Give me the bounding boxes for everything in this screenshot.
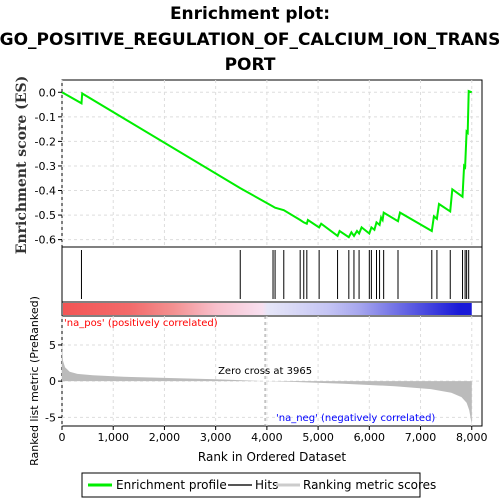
es-y-ticks: 0.0 -0.1 -0.2 -0.3 -0.4 -0.5 -0.6 bbox=[35, 86, 62, 246]
hits-panel-frame bbox=[62, 247, 482, 302]
x-tick-label: 6,000 bbox=[354, 431, 386, 444]
x-tick-label: 0 bbox=[59, 431, 66, 444]
rank-colorbar bbox=[63, 303, 472, 315]
es-y-tick-label: -0.3 bbox=[35, 160, 56, 173]
x-tick-label: 2,000 bbox=[149, 431, 181, 444]
x-tick-label: 7,000 bbox=[405, 431, 437, 444]
es-y-tick-label: -0.4 bbox=[35, 185, 56, 198]
es-y-tick-label: -0.1 bbox=[35, 111, 56, 124]
x-axis-label: Rank in Ordered Dataset bbox=[198, 450, 346, 464]
metric-panel: 50-5 0 1,000 2,000 3,000 4,000 5,000 6,000 7,00… bbox=[28, 296, 488, 466]
title-line-2: GO_POSITIVE_REGULATION_OF_CALCIUM_ION_TR… bbox=[0, 30, 500, 50]
rank-colorbar-panel bbox=[62, 302, 482, 316]
negative-correlation-label: 'na_neg' (negatively correlated) bbox=[276, 413, 435, 424]
es-y-tick-label: -0.2 bbox=[35, 135, 56, 148]
metric-x-ticks: 0 1,000 2,000 3,000 4,000 5,000 6,000 7,000 8,00… bbox=[59, 426, 488, 444]
x-tick-label: 8,000 bbox=[456, 431, 488, 444]
metric-y-axis-label: Ranked list metric (PreRanked) bbox=[28, 296, 41, 466]
zero-cross-label: Zero cross at 3965 bbox=[218, 366, 312, 377]
es-y-tick-label: 0.0 bbox=[39, 86, 57, 99]
legend-metric-label: Ranking metric scores bbox=[303, 478, 436, 492]
es-panel: 0.0 -0.1 -0.2 -0.3 -0.4 -0.5 -0.6 Enrichment s… bbox=[14, 76, 482, 254]
es-panel-frame bbox=[62, 80, 482, 247]
es-y-axis-label: Enrichment score (ES) bbox=[14, 76, 30, 254]
metric-y-tick-label: 0 bbox=[49, 375, 56, 388]
es-y-tick-label: -0.5 bbox=[35, 209, 56, 222]
legend-hits-label: Hits bbox=[255, 478, 278, 492]
legend: Enrichment profile Hits Ranking metric s… bbox=[82, 473, 436, 497]
metric-y-tick-label: -5 bbox=[45, 411, 56, 424]
title-line-1: Enrichment plot: bbox=[170, 4, 330, 24]
es-y-tick-label: -0.6 bbox=[35, 234, 56, 247]
positive-correlation-label: 'na_pos' (positively correlated) bbox=[64, 318, 218, 329]
metric-y-ticks: 5 0 -5 bbox=[45, 339, 62, 424]
title-line-3: PORT bbox=[225, 55, 276, 75]
x-tick-label: 1,000 bbox=[97, 431, 129, 444]
x-tick-label: 3,000 bbox=[200, 431, 232, 444]
legend-profile-label: Enrichment profile bbox=[116, 478, 227, 492]
x-tick-label: 5,000 bbox=[302, 431, 334, 444]
hits-panel bbox=[62, 247, 482, 302]
x-tick-label: 4,000 bbox=[251, 431, 283, 444]
metric-y-tick-label: 5 bbox=[49, 339, 56, 352]
